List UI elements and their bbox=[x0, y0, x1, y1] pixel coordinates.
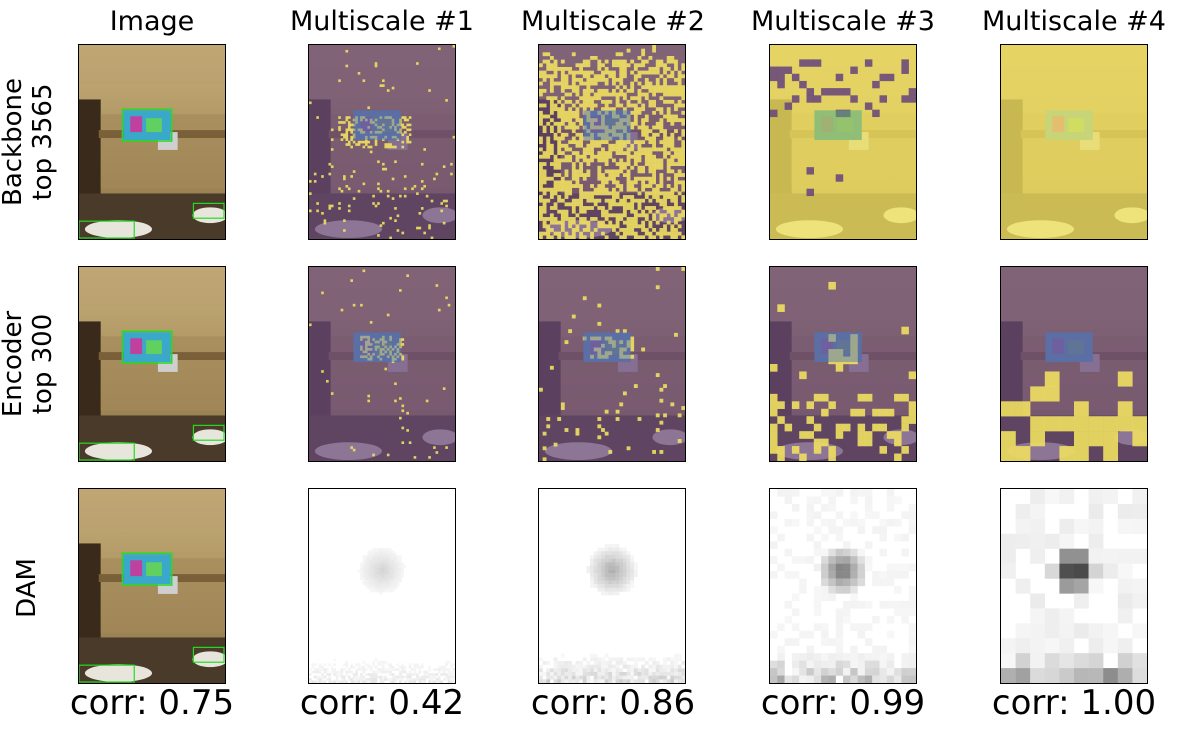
row-label-encoder-line2: top 300 bbox=[28, 313, 58, 415]
panel-dam-multiscale-3 bbox=[769, 488, 917, 684]
scene-image bbox=[79, 267, 225, 461]
selection-mask bbox=[1001, 45, 1147, 239]
panel-backbone-multiscale-2 bbox=[538, 44, 686, 240]
panel-dam-multiscale-2 bbox=[538, 488, 686, 684]
selection-mask bbox=[309, 267, 455, 461]
panel-backbone-multiscale-4 bbox=[1000, 44, 1148, 240]
row-label-backbone-line1: Backbone bbox=[0, 78, 28, 207]
corr-label-image: corr: 0.75 bbox=[69, 683, 235, 723]
panel-backbone-image bbox=[78, 44, 226, 240]
dam-heatmap bbox=[1001, 489, 1147, 683]
panel-dam-multiscale-1 bbox=[308, 488, 456, 684]
panel-encoder-multiscale-1 bbox=[308, 266, 456, 462]
panel-encoder-multiscale-3 bbox=[769, 266, 917, 462]
corr-label-multiscale-3: corr: 0.99 bbox=[760, 683, 926, 723]
row-label-encoder: Encoder top 300 bbox=[0, 294, 58, 434]
corr-label-multiscale-2: corr: 0.86 bbox=[530, 683, 696, 723]
column-title-multiscale-1: Multiscale #1 bbox=[290, 6, 474, 37]
panel-backbone-multiscale-1 bbox=[308, 44, 456, 240]
column-title-multiscale-4: Multiscale #4 bbox=[982, 6, 1166, 37]
corr-label-multiscale-1: corr: 0.42 bbox=[299, 683, 465, 723]
panel-encoder-image bbox=[78, 266, 226, 462]
corr-label-multiscale-4: corr: 1.00 bbox=[991, 683, 1157, 723]
panel-backbone-multiscale-3 bbox=[769, 44, 917, 240]
column-title-multiscale-2: Multiscale #2 bbox=[521, 6, 705, 37]
column-title-multiscale-3: Multiscale #3 bbox=[751, 6, 935, 37]
panel-encoder-multiscale-2 bbox=[538, 266, 686, 462]
dam-heatmap bbox=[770, 489, 916, 683]
panel-dam-multiscale-4 bbox=[1000, 488, 1148, 684]
selection-mask bbox=[770, 267, 916, 461]
selection-mask bbox=[539, 267, 685, 461]
dam-heatmap bbox=[539, 489, 685, 683]
selection-mask bbox=[1001, 267, 1147, 461]
dam-heatmap bbox=[309, 489, 455, 683]
panel-dam-image bbox=[78, 488, 226, 684]
row-label-backbone: Backbone top 3565 bbox=[0, 72, 58, 212]
scene-image bbox=[79, 45, 225, 239]
panel-encoder-multiscale-4 bbox=[1000, 266, 1148, 462]
selection-mask bbox=[539, 45, 685, 239]
row-label-dam: DAM bbox=[12, 548, 44, 628]
row-label-encoder-line1: Encoder bbox=[0, 310, 28, 418]
scene-image bbox=[79, 489, 225, 683]
selection-mask bbox=[309, 45, 455, 239]
row-label-backbone-line2: top 3565 bbox=[28, 83, 58, 201]
row-label-dam-line1: DAM bbox=[12, 558, 42, 618]
selection-mask bbox=[770, 45, 916, 239]
column-title-image: Image bbox=[109, 6, 195, 37]
